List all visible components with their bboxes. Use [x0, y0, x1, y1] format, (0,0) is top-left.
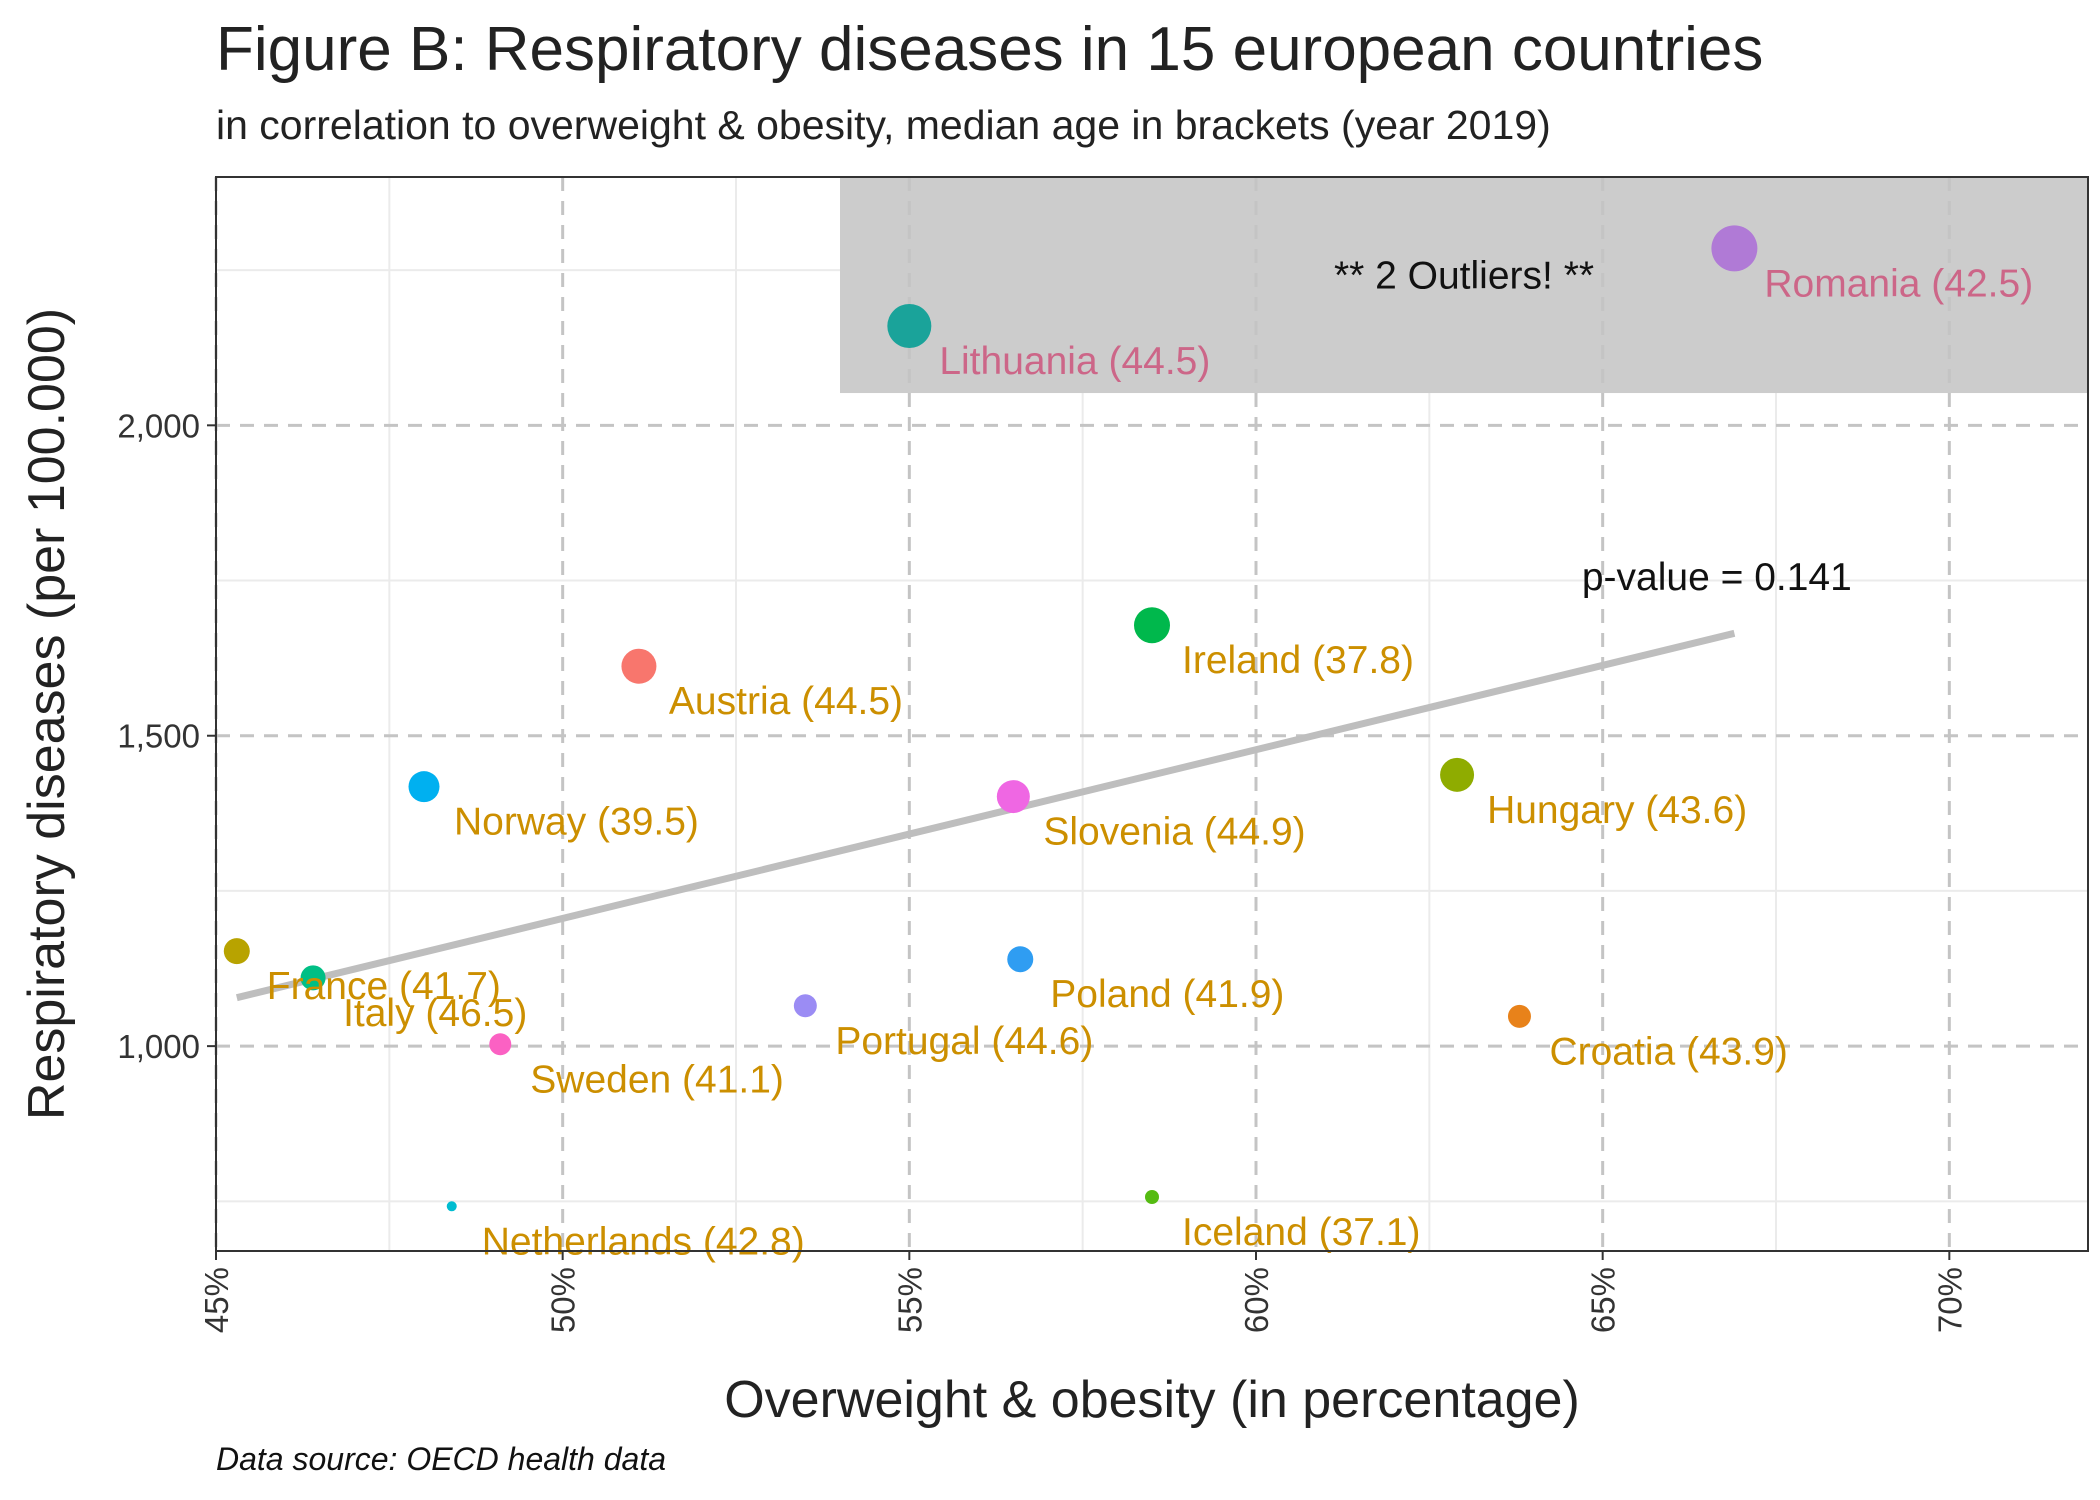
point-label: Lithuania (44.5)	[939, 340, 1210, 383]
annotations: ** 2 Outliers! ** p-value = 0.141	[1334, 255, 1852, 599]
point-label: France (41.7)	[267, 965, 501, 1008]
outlier-region-rect	[840, 177, 2088, 394]
y-tick-label: 1,000	[117, 1028, 200, 1065]
x-tick-label: 70%	[1931, 1267, 1968, 1333]
data-point	[1134, 607, 1170, 644]
point-label: Romania (42.5)	[1764, 262, 2033, 305]
chart-subtitle: in correlation to overweight & obesity, …	[216, 102, 1551, 148]
data-point	[489, 1033, 512, 1056]
chart-caption: Data source: OECD health data	[216, 1441, 667, 1477]
trend-line-group	[235, 629, 1736, 1002]
point-label: Ireland (37.8)	[1182, 639, 1414, 682]
point-label: Croatia (43.9)	[1549, 1030, 1787, 1073]
data-point	[1711, 225, 1758, 272]
data-point	[408, 771, 440, 803]
y-axis: 1,000 1,500 2,000	[117, 407, 216, 1065]
x-tick-label: 50%	[545, 1267, 582, 1333]
y-axis-title: Respiratory diseases (per 100.000)	[18, 308, 76, 1120]
point-label: Portugal (44.6)	[835, 1020, 1093, 1063]
data-point	[1145, 1189, 1159, 1204]
x-tick-label: 60%	[1238, 1267, 1275, 1333]
point-label: Norway (39.5)	[454, 801, 699, 844]
point-label: Hungary (43.6)	[1487, 789, 1747, 832]
annotation-text: p-value = 0.141	[1582, 556, 1852, 599]
data-point	[300, 965, 326, 991]
data-point	[223, 938, 250, 965]
data-points	[223, 225, 1758, 1212]
annotation-text: ** 2 Outliers! **	[1334, 255, 1594, 298]
trend-line	[235, 629, 1736, 1002]
data-point	[1007, 946, 1034, 973]
point-label: Iceland (37.1)	[1182, 1211, 1420, 1254]
outlier-region	[840, 177, 2088, 394]
data-point	[446, 1201, 457, 1212]
y-tick-label: 1,500	[117, 718, 200, 755]
chart-title: Figure B: Respiratory diseases in 15 eur…	[216, 15, 1764, 84]
point-label: Netherlands (42.8)	[482, 1220, 805, 1263]
point-label: Austria (44.5)	[669, 680, 903, 723]
point-label: Italy (46.5)	[343, 992, 527, 1035]
point-label: Sweden (41.1)	[530, 1058, 784, 1101]
point-label: Slovenia (44.9)	[1043, 811, 1305, 854]
x-tick-label: 65%	[1585, 1267, 1622, 1333]
point-label: Poland (41.9)	[1050, 973, 1284, 1016]
data-point	[1440, 757, 1475, 792]
data-point	[996, 780, 1030, 814]
data-point	[793, 994, 817, 1018]
y-tick-label: 2,000	[117, 407, 200, 444]
data-point	[887, 303, 932, 348]
x-tick-label: 45%	[198, 1267, 235, 1333]
x-axis-title: Overweight & obesity (in percentage)	[724, 1371, 1580, 1429]
x-tick-label: 55%	[891, 1267, 928, 1333]
data-point	[1507, 1004, 1531, 1028]
data-point	[621, 648, 657, 684]
x-axis: 45% 50% 55% 60% 65% 70%	[198, 1251, 1968, 1333]
plot-border	[215, 176, 2089, 1252]
point-labels: Lithuania (44.5) Romania (42.5) Ireland (3…	[267, 262, 2033, 1263]
